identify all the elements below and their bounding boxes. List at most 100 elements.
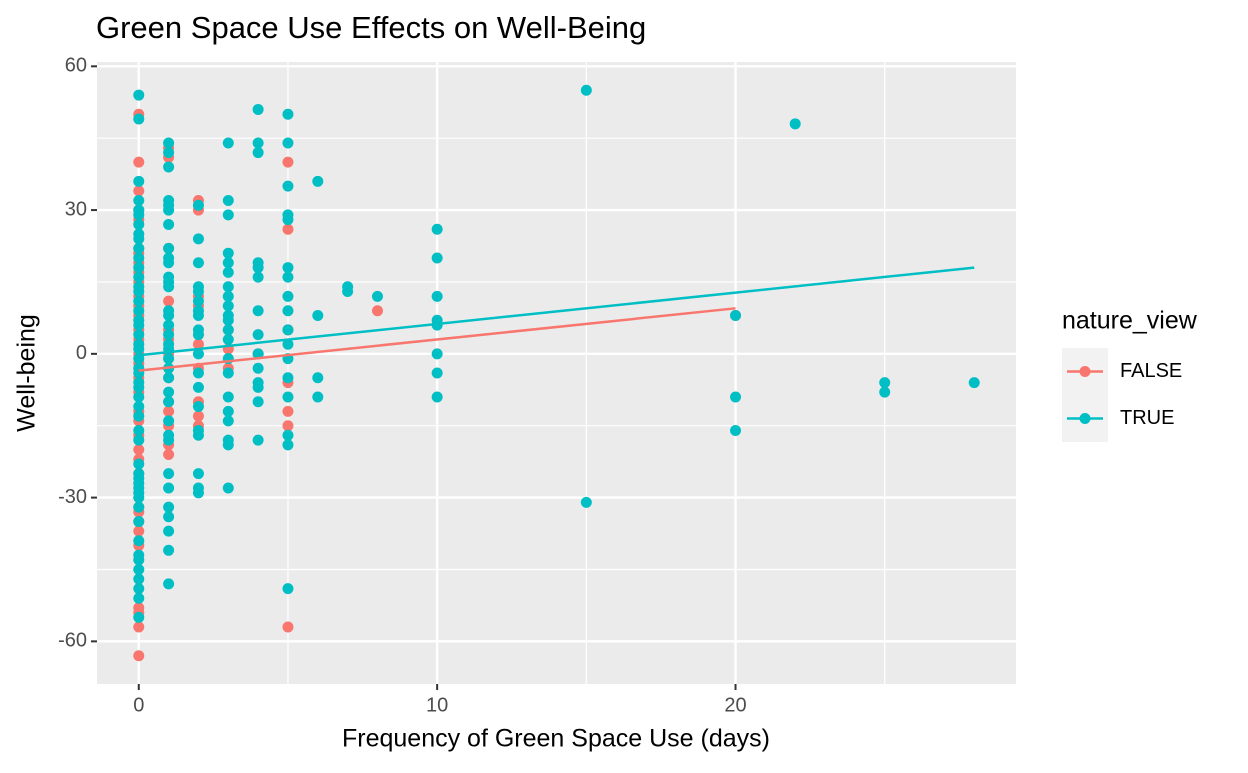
point [133, 501, 145, 513]
point [312, 372, 324, 384]
point [282, 214, 294, 226]
point [252, 262, 264, 274]
point [133, 343, 145, 355]
point [133, 573, 145, 585]
x-tick-label: 10 [426, 694, 448, 716]
point [282, 405, 294, 417]
point [580, 84, 592, 96]
point [133, 621, 145, 633]
point [282, 271, 294, 283]
point [192, 429, 204, 441]
legend-label: TRUE [1120, 407, 1174, 429]
point [133, 242, 145, 254]
point [252, 305, 264, 317]
point [282, 621, 294, 633]
y-axis-label: Well-being [13, 314, 41, 432]
point [252, 396, 264, 408]
point [222, 415, 234, 427]
point [133, 516, 145, 528]
point [252, 381, 264, 393]
point [192, 295, 204, 307]
point [252, 137, 264, 149]
point [222, 391, 234, 403]
point [163, 386, 175, 398]
point [133, 218, 145, 230]
point [222, 209, 234, 221]
x-tick-label: 0 [133, 694, 144, 716]
point [163, 204, 175, 216]
point [431, 290, 443, 302]
point [163, 482, 175, 494]
point [163, 242, 175, 254]
point [163, 396, 175, 408]
point [222, 482, 234, 494]
point [133, 209, 145, 221]
point [879, 377, 891, 389]
y-tick-label: 0 [76, 342, 87, 364]
point [133, 410, 145, 422]
point [163, 448, 175, 460]
point [133, 262, 145, 274]
point [730, 391, 742, 403]
point [163, 257, 175, 269]
point [282, 324, 294, 336]
point [133, 563, 145, 575]
point [133, 592, 145, 604]
point [192, 233, 204, 245]
point [133, 583, 145, 595]
point [192, 381, 204, 393]
x-tick-label: 20 [724, 694, 746, 716]
point [133, 401, 145, 413]
point [163, 281, 175, 293]
point [133, 233, 145, 245]
point [163, 525, 175, 537]
point [163, 329, 175, 341]
point [133, 113, 145, 125]
point [192, 329, 204, 341]
point [252, 434, 264, 446]
point [222, 405, 234, 417]
point [222, 439, 234, 451]
point [730, 425, 742, 437]
point [163, 468, 175, 480]
fit-line [138, 307, 736, 372]
point [133, 319, 145, 331]
point [282, 305, 294, 317]
point [133, 89, 145, 101]
point [282, 223, 294, 235]
point [222, 257, 234, 269]
point [192, 309, 204, 321]
point [133, 295, 145, 307]
point [252, 271, 264, 283]
legend-label: FALSE [1120, 360, 1182, 382]
point [789, 118, 801, 130]
point [133, 329, 145, 341]
point [133, 444, 145, 456]
point [730, 309, 742, 321]
point [133, 434, 145, 446]
point [222, 324, 234, 336]
point [163, 511, 175, 523]
y-tick-label: -60 [58, 630, 87, 652]
point [222, 290, 234, 302]
point [282, 156, 294, 168]
point [163, 137, 175, 149]
point [282, 420, 294, 432]
point [879, 386, 891, 398]
point [133, 381, 145, 393]
point [222, 314, 234, 326]
point [431, 367, 443, 379]
point [192, 487, 204, 499]
x-axis-label: Frequency of Green Space Use (days) [342, 725, 770, 753]
chart-title: Green Space Use Effects on Well-Being [96, 10, 646, 45]
point [282, 180, 294, 192]
point [431, 348, 443, 360]
point [163, 544, 175, 556]
point [252, 147, 264, 159]
legend-title: nature_view [1062, 307, 1198, 335]
point [312, 175, 324, 187]
point [192, 199, 204, 211]
point [252, 362, 264, 374]
point [312, 309, 324, 321]
